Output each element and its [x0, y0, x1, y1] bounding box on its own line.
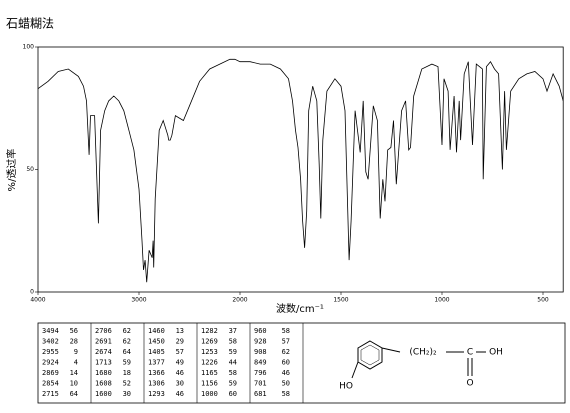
- chart-title: 石蜡糊法: [6, 16, 54, 31]
- peak-wavenumber: 1282: [201, 327, 218, 335]
- peak-transmittance: 57: [176, 348, 184, 356]
- peak-transmittance: 28: [70, 338, 78, 346]
- x-tick-label: 2000: [232, 297, 247, 304]
- peak-transmittance: 44: [229, 359, 237, 367]
- peak-wavenumber: 3402: [42, 338, 59, 346]
- peak-transmittance: 64: [123, 348, 131, 356]
- peak-wavenumber: 3494: [42, 327, 59, 335]
- peak-wavenumber: 1366: [148, 369, 165, 377]
- peak-transmittance: 46: [176, 369, 184, 377]
- peak-transmittance: 58: [229, 369, 237, 377]
- peak-wavenumber: 1165: [201, 369, 218, 377]
- peak-wavenumber: 1450: [148, 338, 165, 346]
- peak-transmittance: 59: [123, 359, 131, 367]
- peak-wavenumber: 681: [254, 390, 267, 398]
- peak-wavenumber: 1405: [148, 348, 165, 356]
- bond: [381, 347, 401, 353]
- peak-transmittance: 46: [176, 390, 184, 398]
- peak-transmittance: 58: [282, 390, 290, 398]
- peak-wavenumber: 849: [254, 359, 267, 367]
- peak-transmittance: 52: [123, 380, 131, 388]
- peak-transmittance: 49: [176, 359, 184, 367]
- y-tick-label: 0: [30, 289, 34, 296]
- peak-transmittance: 56: [70, 327, 78, 335]
- peak-wavenumber: 928: [254, 338, 267, 346]
- peak-transmittance: 46: [282, 369, 290, 377]
- peak-wavenumber: 1600: [95, 390, 112, 398]
- peak-transmittance: 59: [229, 348, 237, 356]
- table-frame: [37, 322, 566, 404]
- peak-wavenumber: 1306: [148, 380, 165, 388]
- peak-wavenumber: 2924: [42, 359, 59, 367]
- spectrum-line: [37, 58, 564, 283]
- peak-wavenumber: 960: [254, 327, 267, 335]
- peak-wavenumber: 2691: [95, 338, 112, 346]
- peak-wavenumber: 2674: [95, 348, 112, 356]
- y-axis-label: %/透过率: [5, 149, 18, 192]
- ring-inner: [360, 344, 380, 366]
- peak-wavenumber: 796: [254, 369, 267, 377]
- peak-transmittance: 60: [282, 359, 290, 367]
- structure-labels: HO (CH₂)₂ C OH O: [339, 348, 503, 392]
- peak-transmittance: 29: [176, 338, 184, 346]
- peak-wavenumber: 1713: [95, 359, 112, 367]
- peak-transmittance: 57: [282, 338, 290, 346]
- atom-label: OH: [489, 348, 503, 358]
- peak-wavenumber: 1156: [201, 380, 218, 388]
- peak-transmittance: 10: [70, 380, 78, 388]
- peak-transmittance: 62: [282, 348, 290, 356]
- peak-transmittance: 60: [229, 390, 237, 398]
- peak-transmittance: 13: [176, 327, 184, 335]
- peak-transmittance: 62: [123, 327, 131, 335]
- peak-wavenumber: 908: [254, 348, 267, 356]
- peak-wavenumber: 1269: [201, 338, 218, 346]
- x-tick-label: 4000: [30, 297, 45, 304]
- x-axis-label: 波数/cm⁻¹: [276, 302, 324, 315]
- peak-wavenumber: 1680: [95, 369, 112, 377]
- structure: [351, 340, 486, 379]
- y-tick-label: 50: [26, 166, 34, 173]
- peak-wavenumber: 1377: [148, 359, 165, 367]
- bond: [351, 361, 359, 379]
- peak-transmittance: 64: [70, 390, 78, 398]
- peak-wavenumber: 2854: [42, 380, 59, 388]
- atom-label: HO: [339, 382, 353, 392]
- peak-wavenumber: 1293: [148, 390, 165, 398]
- peak-transmittance: 14: [70, 369, 78, 377]
- peak-transmittance: 62: [123, 338, 131, 346]
- peak-transmittance: 18: [123, 369, 131, 377]
- peak-transmittance: 30: [176, 380, 184, 388]
- peak-transmittance: 37: [229, 327, 237, 335]
- peak-transmittance: 30: [123, 390, 131, 398]
- peak-transmittance: 58: [229, 338, 237, 346]
- atom-label: C: [467, 348, 473, 358]
- peak-wavenumber: 2715: [42, 390, 59, 398]
- x-tick-label: 1500: [333, 297, 348, 304]
- atom-label: (CH₂)₂: [409, 348, 437, 358]
- peak-wavenumber: 1253: [201, 348, 218, 356]
- x-tick-label: 1000: [434, 297, 449, 304]
- peak-transmittance: 58: [282, 327, 290, 335]
- peak-transmittance: 9: [74, 348, 78, 356]
- y-tick-label: 100: [23, 44, 35, 51]
- peak-wavenumber: 2955: [42, 348, 59, 356]
- peak-wavenumber: 1226: [201, 359, 218, 367]
- peak-transmittance: 50: [282, 380, 290, 388]
- peak-wavenumber: 2706: [95, 327, 112, 335]
- plot-frame: [37, 46, 564, 293]
- peak-wavenumber: 1460: [148, 327, 165, 335]
- atom-label: O: [466, 379, 473, 389]
- peak-wavenumber: 2869: [42, 369, 59, 377]
- peak-transmittance: 4: [74, 359, 78, 367]
- x-tick-label: 500: [537, 297, 549, 304]
- peak-wavenumber: 1608: [95, 380, 112, 388]
- peak-wavenumber: 1000: [201, 390, 218, 398]
- peak-wavenumber: 701: [254, 380, 267, 388]
- peak-transmittance: 59: [229, 380, 237, 388]
- x-tick-label: 3000: [131, 297, 146, 304]
